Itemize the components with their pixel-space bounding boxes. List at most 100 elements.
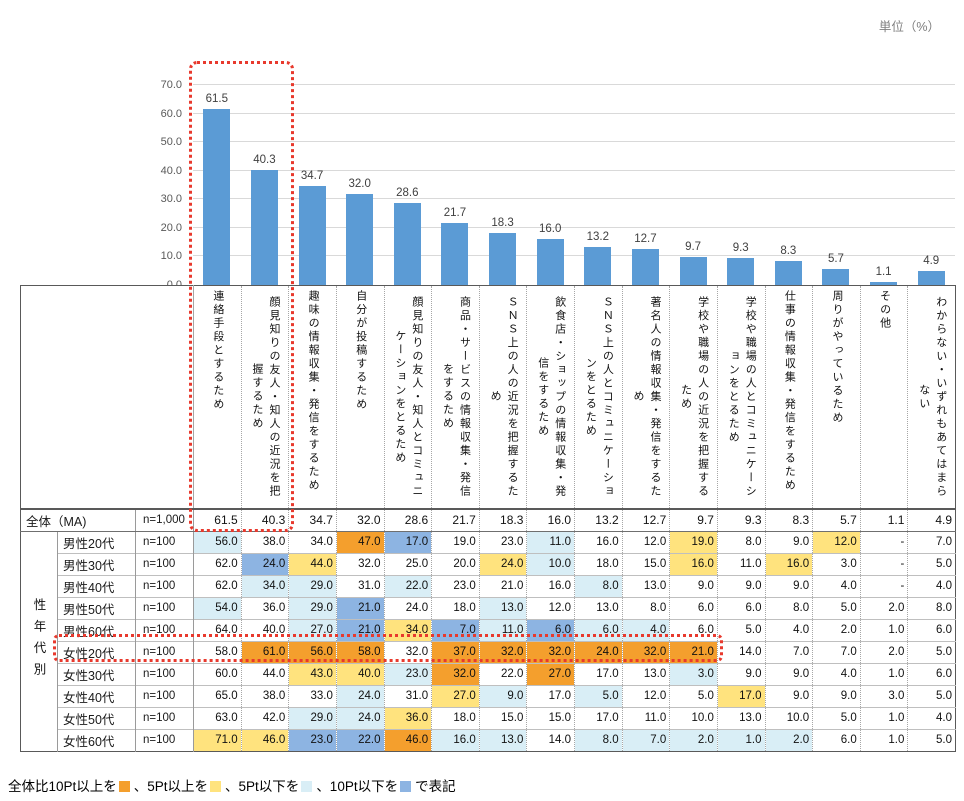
group-label-cell: 性年代別 <box>20 530 58 751</box>
table-cell: 19.0 <box>669 530 718 553</box>
table-cell: 6.0 <box>574 618 623 641</box>
gridline <box>193 112 955 114</box>
y-axis-tick-label: 50.0 <box>160 136 182 149</box>
bar <box>870 281 898 285</box>
table-cell: 4.9 <box>907 507 956 532</box>
table-cell: 32.0 <box>431 662 480 685</box>
table-cell: 8.0 <box>574 574 623 597</box>
gridline <box>193 198 955 200</box>
table-cell: 18.3 <box>478 507 527 532</box>
gridline <box>193 226 955 228</box>
bar <box>727 258 755 285</box>
table-cell: 47.0 <box>335 530 385 553</box>
table-cell: 11.0 <box>526 530 575 553</box>
table-cell: 17.0 <box>526 684 575 707</box>
table-cell: 5.0 <box>907 552 956 575</box>
table-cell: 27.0 <box>288 618 337 641</box>
column-header: 連絡手段とするため <box>211 290 224 412</box>
table-cell: 13.0 <box>478 596 527 619</box>
table-cell: 9.7 <box>669 507 718 532</box>
table-cell: 24.0 <box>335 684 385 707</box>
legend-swatch-cyan <box>301 781 313 792</box>
table-cell: 46.0 <box>383 728 432 751</box>
table-cell: 34.0 <box>288 530 337 553</box>
table-cell: - <box>859 530 908 553</box>
table-cell: 36.0 <box>240 596 289 619</box>
column-header-cell: 周りがやっているため <box>812 285 861 510</box>
y-axis-tick-label: 30.0 <box>160 193 182 206</box>
column-header-cell: ＳＮＳ上の人とコミュニケーションをとるため <box>574 285 623 510</box>
legend-swatch-orange <box>118 781 130 792</box>
table-cell: 23.0 <box>288 728 337 751</box>
table-cell: 38.0 <box>240 684 289 707</box>
table-cell: 34.0 <box>383 618 432 641</box>
table-cell: 15.0 <box>621 552 670 575</box>
column-header-cell: 顔見知りの友人・知人とコミュニケーションをとるため <box>383 285 432 510</box>
table-cell: 71.0 <box>193 728 242 751</box>
legend: 全体比10Pt以上を 、5Pt以上を 、5Pt以下を 、10Pt以下を で表記 <box>8 775 456 795</box>
table-cell: 38.0 <box>240 530 289 553</box>
table-cell: 37.0 <box>431 640 480 663</box>
table-cell: 12.0 <box>621 684 670 707</box>
table-cell: 60.0 <box>193 662 242 685</box>
table-cell: 56.0 <box>193 530 242 553</box>
table-corner-cell <box>20 285 195 510</box>
y-axis-tick-label: 20.0 <box>160 221 182 234</box>
table-cell: 9.0 <box>812 684 861 707</box>
table-cell: 1.0 <box>716 728 766 751</box>
bar-value-label: 18.3 <box>491 216 514 229</box>
table-cell: 13.0 <box>478 728 527 751</box>
table-cell: 9.0 <box>764 662 813 685</box>
table-cell: 43.0 <box>288 662 337 685</box>
table-cell: 9.0 <box>764 574 813 597</box>
row-label: 女性50代 <box>57 706 136 729</box>
table-cell: 64.0 <box>193 618 242 641</box>
bar-value-label: 9.3 <box>732 242 749 255</box>
bar-value-label: 9.7 <box>685 241 702 254</box>
table-cell: 4.0 <box>764 618 813 641</box>
table-cell: 9.0 <box>764 530 813 553</box>
column-header-cell: 自分が投稿するため <box>335 285 385 510</box>
table-cell: 12.0 <box>621 530 670 553</box>
row-label: 男性20代 <box>57 530 136 553</box>
table-cell: 21.0 <box>478 574 527 597</box>
table-cell: 46.0 <box>240 728 289 751</box>
legend-text: 全体比10Pt以上を <box>8 779 117 794</box>
table-cell: 7.0 <box>812 640 861 663</box>
table-cell: 5.0 <box>574 684 623 707</box>
y-axis: 0.010.020.030.040.050.060.070.0 <box>138 79 188 291</box>
table-cell: 23.0 <box>478 530 527 553</box>
table-cell: 12.7 <box>621 507 670 532</box>
table-cell: 44.0 <box>288 552 337 575</box>
table-cell: 19.0 <box>431 530 480 553</box>
table-row: 女性40代 n=100 65.0 38.0 33.0 24.0 31.0 27.0 9.0 17.… <box>21 684 956 707</box>
bar-value-label: 8.3 <box>780 245 797 258</box>
table-cell: 9.0 <box>669 574 718 597</box>
table-cell: 13.0 <box>716 706 766 729</box>
table-cell: 29.0 <box>288 596 337 619</box>
table-cell: 20.0 <box>431 552 480 575</box>
column-header-cell: 商品・サービスの情報収集・発信をするため <box>431 285 480 510</box>
column-header-cell: ＳＮＳ上の人の近況を把握するため <box>478 285 527 510</box>
column-header-cell: 飲食店・ショップの情報収集・発信をするため <box>526 285 575 510</box>
row-label: 男性40代 <box>57 574 136 597</box>
table-cell: 58.0 <box>193 640 242 663</box>
bar <box>679 257 707 285</box>
table-cell: 21.0 <box>335 596 385 619</box>
gridline <box>193 84 955 85</box>
table-cell: 3.0 <box>859 684 908 707</box>
table-cell: 5.0 <box>907 728 956 751</box>
row-n: n=100 <box>134 552 195 575</box>
table-row: 男性30代 n=100 62.0 24.0 44.0 32.0 25.0 20.0 24.0 10… <box>21 552 956 575</box>
table-cell: - <box>859 552 908 575</box>
table-cell: 25.0 <box>383 552 432 575</box>
table-cell: 33.0 <box>288 684 337 707</box>
table-cell: 4.0 <box>907 706 956 729</box>
table-cell: 12.0 <box>526 596 575 619</box>
table-cell: 32.0 <box>335 552 385 575</box>
bar-value-label: 28.6 <box>396 187 419 200</box>
legend-text: で表記 <box>415 779 456 794</box>
table-cell: 61.5 <box>193 507 242 532</box>
table-cell: 4.0 <box>907 574 956 597</box>
